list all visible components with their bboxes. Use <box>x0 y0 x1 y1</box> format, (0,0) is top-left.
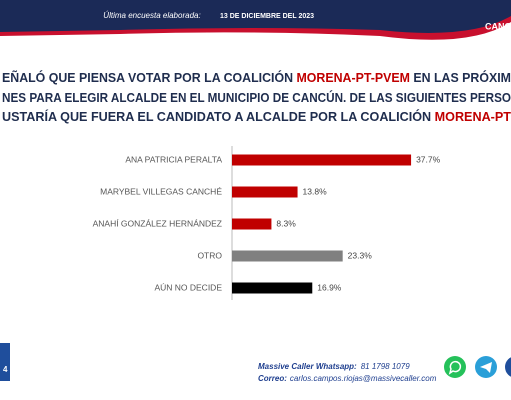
place: CANC <box>485 21 511 31</box>
category-label: MARYBEL VILLEGAS CANCHÉ <box>100 186 222 196</box>
survey-label: Última encuesta elaborada: <box>103 11 200 20</box>
category-label: ANA PATRICIA PERALTA <box>125 154 222 164</box>
category-label: ANAHÍ GONZÁLEZ HERNÁNDEZ <box>93 218 222 228</box>
social-icon[interactable] <box>505 356 511 378</box>
value-label: 16.9% <box>317 282 342 292</box>
question-highlight: MORENA-PT-PVEM <box>296 70 409 85</box>
email: carlos.campos.riojas@massivecaller.com <box>290 374 437 383</box>
question-text: NES PARA ELEGIR ALCALDE EN EL MUNICIPIO … <box>2 90 511 105</box>
bar <box>232 154 412 166</box>
footer-line: Massive Caller Whatsapp: 81 1798 1079 <box>258 362 410 371</box>
question-line: EÑALÓ QUE PIENSA VOTAR POR LA COALICIÓN … <box>2 70 511 85</box>
value-label: 8.3% <box>276 218 296 228</box>
bar <box>232 282 313 294</box>
left-badge <box>0 343 10 381</box>
bar-chart: ANA PATRICIA PERALTA 37.7% MARYBEL VILLEGA… <box>93 154 441 294</box>
bar <box>232 218 272 230</box>
category-label: OTRO <box>197 250 222 260</box>
header-band <box>0 0 511 33</box>
email-label: Correo: <box>258 374 287 383</box>
question-text: EN LAS PRÓXIM <box>410 70 511 85</box>
question-text: EÑALÓ QUE PIENSA VOTAR POR LA COALICIÓN <box>2 70 296 85</box>
survey-date: 13 DE DICIEMBRE DEL 2023 <box>220 13 314 20</box>
page-badge: 4 <box>3 365 8 374</box>
question-line: USTARÍA QUE FUERA EL CANDIDATO A ALCALDE… <box>2 109 511 124</box>
bar <box>232 186 298 198</box>
whatsapp-number: 81 1798 1079 <box>361 362 410 371</box>
value-label: 23.3% <box>348 250 373 260</box>
value-label: 13.8% <box>303 186 328 196</box>
question-line: NES PARA ELEGIR ALCALDE EN EL MUNICIPIO … <box>2 90 511 105</box>
whatsapp-glyph <box>448 360 462 375</box>
whatsapp-label: Massive Caller Whatsapp: <box>258 362 357 371</box>
telegram-glyph <box>480 362 492 373</box>
category-label: AÚN NO DECIDE <box>154 282 222 292</box>
whatsapp-icon[interactable] <box>444 356 466 378</box>
question-highlight: MORENA-PT <box>435 109 511 124</box>
footer-line: Correo: carlos.campos.riojas@massivecalle… <box>258 374 437 383</box>
bar <box>232 250 343 262</box>
question-text: USTARÍA QUE FUERA EL CANDIDATO A ALCALDE… <box>2 109 435 124</box>
value-label: 37.7% <box>416 154 441 164</box>
